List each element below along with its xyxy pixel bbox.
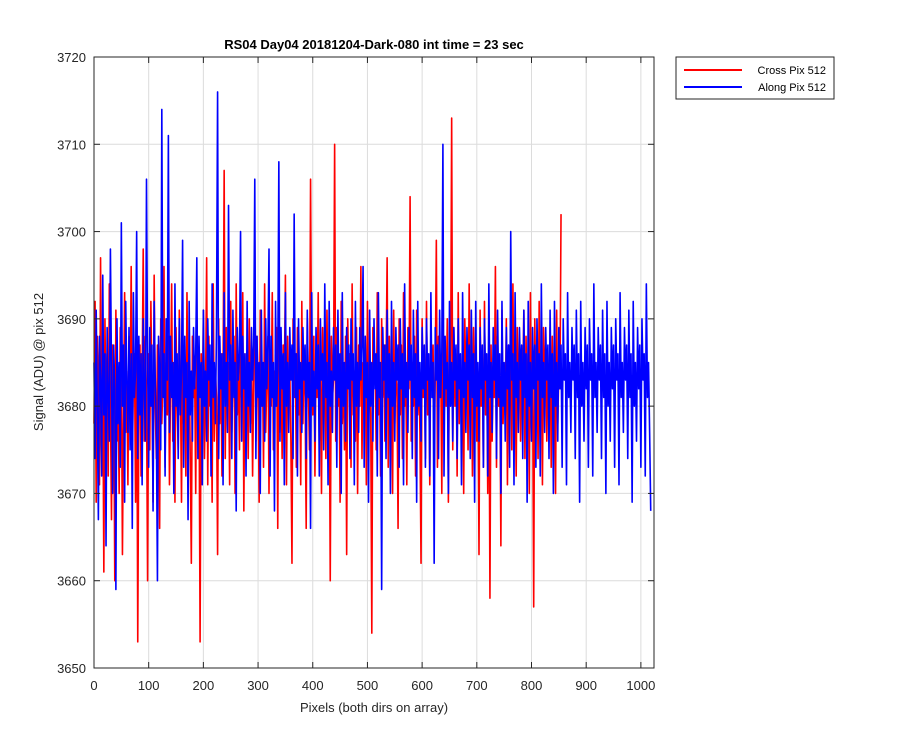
axes-box bbox=[93, 56, 655, 669]
x-tick-label: 500 bbox=[357, 678, 379, 693]
y-tick-label: 3660 bbox=[57, 574, 86, 589]
x-tick-label: 0 bbox=[90, 678, 97, 693]
y-tick-label: 3720 bbox=[57, 50, 86, 65]
x-tick-label: 900 bbox=[575, 678, 597, 693]
x-axis-label: Pixels (both dirs on array) bbox=[300, 700, 448, 715]
x-tick-label: 800 bbox=[521, 678, 543, 693]
x-tick-label: 300 bbox=[247, 678, 269, 693]
legend-label-along: Along Pix 512 bbox=[758, 82, 826, 94]
y-tick-label: 3650 bbox=[57, 661, 86, 676]
y-tick-label: 3680 bbox=[57, 399, 86, 414]
legend: Cross Pix 512 Along Pix 512 bbox=[675, 56, 835, 100]
y-tick-label: 3700 bbox=[57, 225, 86, 240]
y-tick-label: 3670 bbox=[57, 486, 86, 501]
legend-box bbox=[675, 56, 835, 100]
y-tick-label: 3690 bbox=[57, 312, 86, 327]
chart-title: RS04 Day04 20181204-Dark-080 int time = … bbox=[224, 37, 524, 52]
x-tick-label: 700 bbox=[466, 678, 488, 693]
series-line-1 bbox=[93, 91, 652, 591]
x-tick-label: 600 bbox=[411, 678, 433, 693]
x-tick-label: 400 bbox=[302, 678, 324, 693]
y-axis-label: Signal (ADU) @ pix 512 bbox=[31, 293, 46, 431]
y-tick-label: 3710 bbox=[57, 137, 86, 152]
x-tick-label: 200 bbox=[193, 678, 215, 693]
legend-label-cross: Cross Pix 512 bbox=[758, 65, 826, 77]
x-tick-label: 100 bbox=[138, 678, 160, 693]
series-layer bbox=[93, 91, 652, 643]
x-tick-label: 1000 bbox=[626, 678, 655, 693]
ticks bbox=[93, 56, 654, 669]
tick-labels: 0 100 200 300 400 500 600 700 800 900 1000 3650 3660… bbox=[57, 50, 655, 693]
plot-area: 0 100 200 300 400 500 600 700 800 900 1000 3650 3660… bbox=[57, 50, 655, 693]
